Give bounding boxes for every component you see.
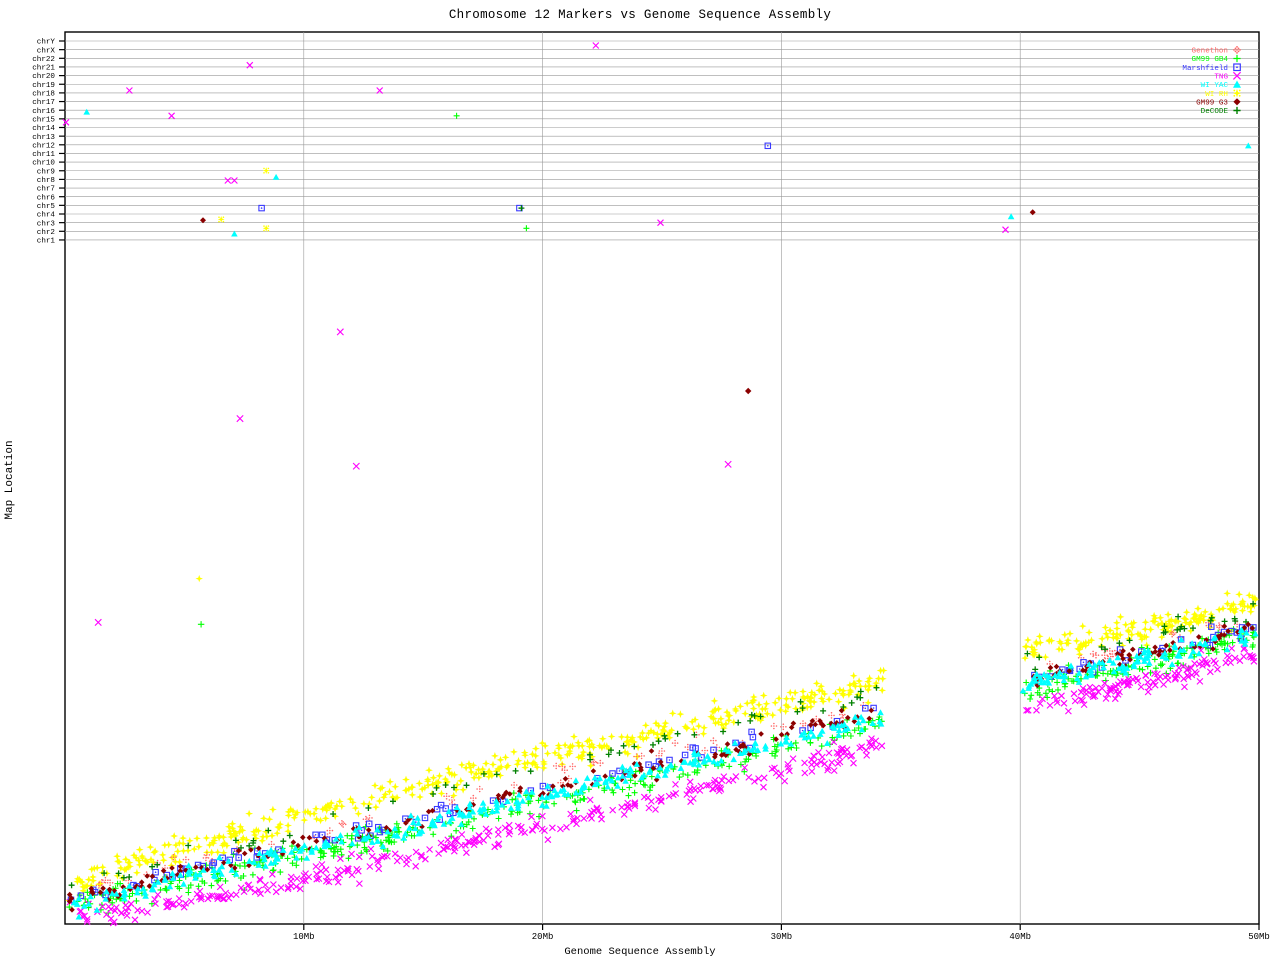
svg-text:chr16: chr16 [32, 108, 55, 116]
svg-text:10Mb: 10Mb [293, 932, 315, 942]
svg-text:50Mb: 50Mb [1248, 932, 1270, 942]
svg-text:chr15: chr15 [32, 116, 55, 124]
svg-text:chr21: chr21 [32, 65, 55, 73]
svg-text:20Mb: 20Mb [532, 932, 554, 942]
svg-text:chr13: chr13 [32, 134, 55, 142]
svg-text:chr3: chr3 [37, 220, 56, 228]
svg-text:chr8: chr8 [37, 177, 56, 185]
svg-text:chr19: chr19 [32, 82, 55, 90]
svg-text:chr22: chr22 [32, 56, 55, 64]
svg-text:TNG: TNG [1214, 73, 1228, 81]
svg-text:40Mb: 40Mb [1009, 932, 1031, 942]
svg-text:Marshfield: Marshfield [1182, 65, 1228, 73]
svg-text:Genethon: Genethon [1192, 48, 1228, 56]
svg-text:chrX: chrX [37, 47, 56, 55]
svg-text:DeCODE: DeCODE [1201, 108, 1229, 116]
svg-text:GM99 GB4: GM99 GB4 [1192, 56, 1229, 64]
svg-text:chrY: chrY [37, 39, 56, 47]
svg-text:chr12: chr12 [32, 142, 55, 150]
svg-text:GM99 G3: GM99 G3 [1196, 99, 1228, 107]
svg-text:30Mb: 30Mb [771, 932, 793, 942]
svg-text:chr14: chr14 [32, 125, 55, 133]
svg-text:chr7: chr7 [37, 186, 55, 194]
svg-text:chr5: chr5 [37, 203, 56, 211]
svg-text:chr6: chr6 [37, 194, 56, 202]
svg-text:WI RH: WI RH [1205, 91, 1228, 99]
svg-text:WI YAC: WI YAC [1201, 82, 1229, 90]
svg-text:chr20: chr20 [32, 73, 55, 81]
svg-text:chr9: chr9 [37, 168, 56, 176]
svg-text:chr18: chr18 [32, 91, 55, 99]
svg-text:chr4: chr4 [37, 212, 56, 220]
svg-text:chr10: chr10 [32, 160, 55, 168]
svg-text:chr2: chr2 [37, 229, 56, 237]
svg-text:chr17: chr17 [32, 99, 55, 107]
svg-text:chr1: chr1 [37, 238, 56, 246]
svg-text:chr11: chr11 [32, 151, 55, 159]
